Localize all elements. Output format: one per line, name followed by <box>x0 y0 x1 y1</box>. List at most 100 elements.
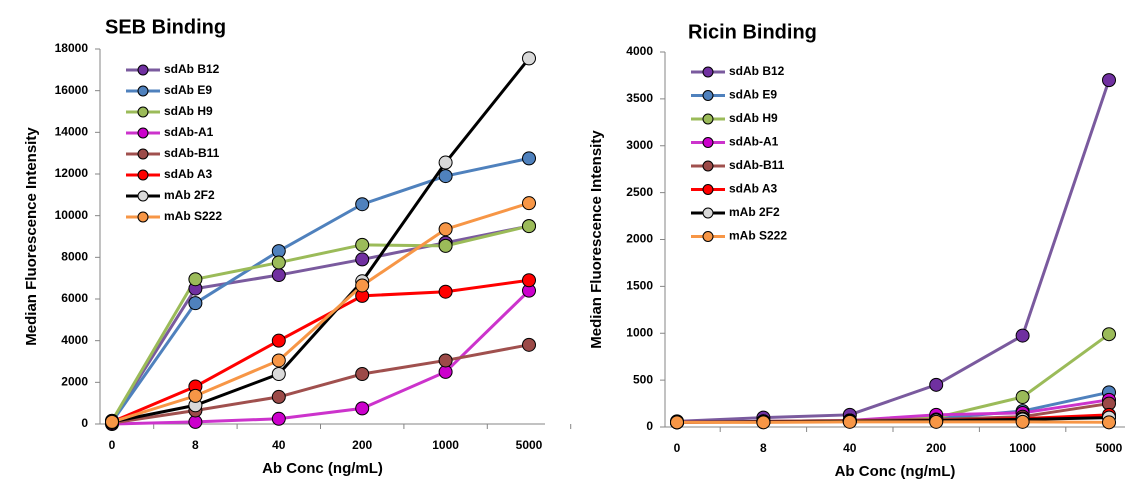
data-point <box>522 51 536 66</box>
y-tick-label: 3000 <box>626 138 653 152</box>
x-axis-title: Ab Conc (ng/mL) <box>262 460 383 477</box>
data-point <box>522 273 536 288</box>
legend-marker <box>702 137 714 148</box>
data-point <box>271 333 286 348</box>
data-point <box>1102 415 1116 430</box>
legend-marker <box>137 148 149 160</box>
legend-label: sdAb B12 <box>729 64 785 78</box>
series-line <box>111 343 530 425</box>
y-tick-label: 500 <box>633 372 653 386</box>
data-point <box>929 377 944 392</box>
legend-label: sdAb H9 <box>729 111 778 125</box>
legend-marker <box>702 231 714 242</box>
legend-label: sdAb B12 <box>164 62 220 76</box>
x-tick-label: 5000 <box>1096 441 1123 455</box>
data-point <box>670 415 684 430</box>
data-point <box>1015 328 1030 343</box>
y-tick-label: 2000 <box>626 232 653 246</box>
legend-marker <box>702 184 714 195</box>
legend-marker <box>137 85 149 97</box>
legend-label: sdAb-B11 <box>729 158 785 172</box>
series-line <box>111 278 530 424</box>
y-tick-label: 8000 <box>61 250 88 264</box>
data-point <box>271 367 286 381</box>
data-point <box>355 367 370 381</box>
legend-marker <box>137 64 149 76</box>
data-point <box>1015 390 1030 404</box>
data-point <box>271 255 286 270</box>
x-tick-label: 200 <box>352 438 372 452</box>
y-tick-label: 14000 <box>55 125 89 139</box>
x-tick-label: 0 <box>109 438 116 452</box>
x-tick-label: 8 <box>760 441 767 455</box>
legend-marker <box>137 169 149 181</box>
chart-title: SEB Binding <box>105 16 226 38</box>
y-tick-label: 4000 <box>626 44 653 58</box>
legend-label: mAb S222 <box>164 209 222 223</box>
legend-marker <box>702 113 714 125</box>
data-point <box>1015 414 1030 429</box>
y-tick-label: 0 <box>646 419 653 433</box>
x-tick-label: 1000 <box>432 438 459 452</box>
legend-label: mAb 2F2 <box>164 188 215 202</box>
x-tick-label: 0 <box>674 441 681 455</box>
data-point <box>271 389 286 404</box>
x-tick-label: 40 <box>843 441 857 455</box>
data-point <box>271 411 286 426</box>
legend-label: sdAb E9 <box>729 88 777 102</box>
series-line <box>110 156 530 423</box>
x-tick-label: 5000 <box>516 438 543 452</box>
data-point <box>756 415 771 430</box>
y-tick-label: 0 <box>81 416 88 430</box>
legend-marker <box>137 190 149 202</box>
data-point <box>355 401 370 416</box>
y-tick-label: 3500 <box>626 91 653 105</box>
data-point <box>188 296 203 311</box>
y-tick-label: 2000 <box>61 375 88 389</box>
x-tick-label: 8 <box>192 438 199 452</box>
series-line <box>110 224 530 422</box>
data-point <box>438 284 453 299</box>
legend-label: sdAb-A1 <box>729 135 779 149</box>
data-point <box>188 388 203 403</box>
data-point <box>522 196 536 211</box>
series-line <box>676 79 1111 423</box>
series-line <box>111 201 530 424</box>
data-point <box>188 272 203 287</box>
data-point <box>355 252 370 267</box>
x-tick-label: 1000 <box>1009 441 1036 455</box>
series-line <box>110 224 530 422</box>
legend-label: sdAb-A1 <box>164 125 214 139</box>
x-tick-label: 200 <box>926 441 946 455</box>
data-point <box>438 155 453 170</box>
legend-marker <box>702 90 714 101</box>
data-point <box>438 222 453 237</box>
legend-label: mAb S222 <box>729 229 787 243</box>
x-tick-label: 40 <box>272 438 286 452</box>
legend-label: sdAb-B11 <box>164 146 220 160</box>
data-point <box>438 238 453 253</box>
legend-label: sdAb A3 <box>164 167 213 181</box>
y-tick-label: 2500 <box>626 185 653 199</box>
data-point <box>929 414 944 429</box>
y-tick-label: 6000 <box>61 291 88 305</box>
data-point <box>355 278 370 293</box>
x-axis-title: Ab Conc (ng/mL) <box>835 463 956 480</box>
legend-marker <box>702 66 714 78</box>
legend-marker <box>702 207 714 219</box>
data-point <box>1102 327 1116 342</box>
data-point <box>1102 73 1116 88</box>
data-point <box>271 268 286 283</box>
y-axis-title: Median Fluorescence Intensity <box>588 130 605 349</box>
legend-marker <box>702 160 714 172</box>
y-tick-label: 16000 <box>55 83 89 97</box>
data-point <box>522 337 536 352</box>
chart-title: Ricin Binding <box>688 21 817 43</box>
data-point <box>438 169 453 184</box>
data-point <box>438 353 453 368</box>
legend-label: mAb 2F2 <box>729 205 780 219</box>
data-point <box>522 151 536 166</box>
y-tick-label: 4000 <box>61 333 88 347</box>
